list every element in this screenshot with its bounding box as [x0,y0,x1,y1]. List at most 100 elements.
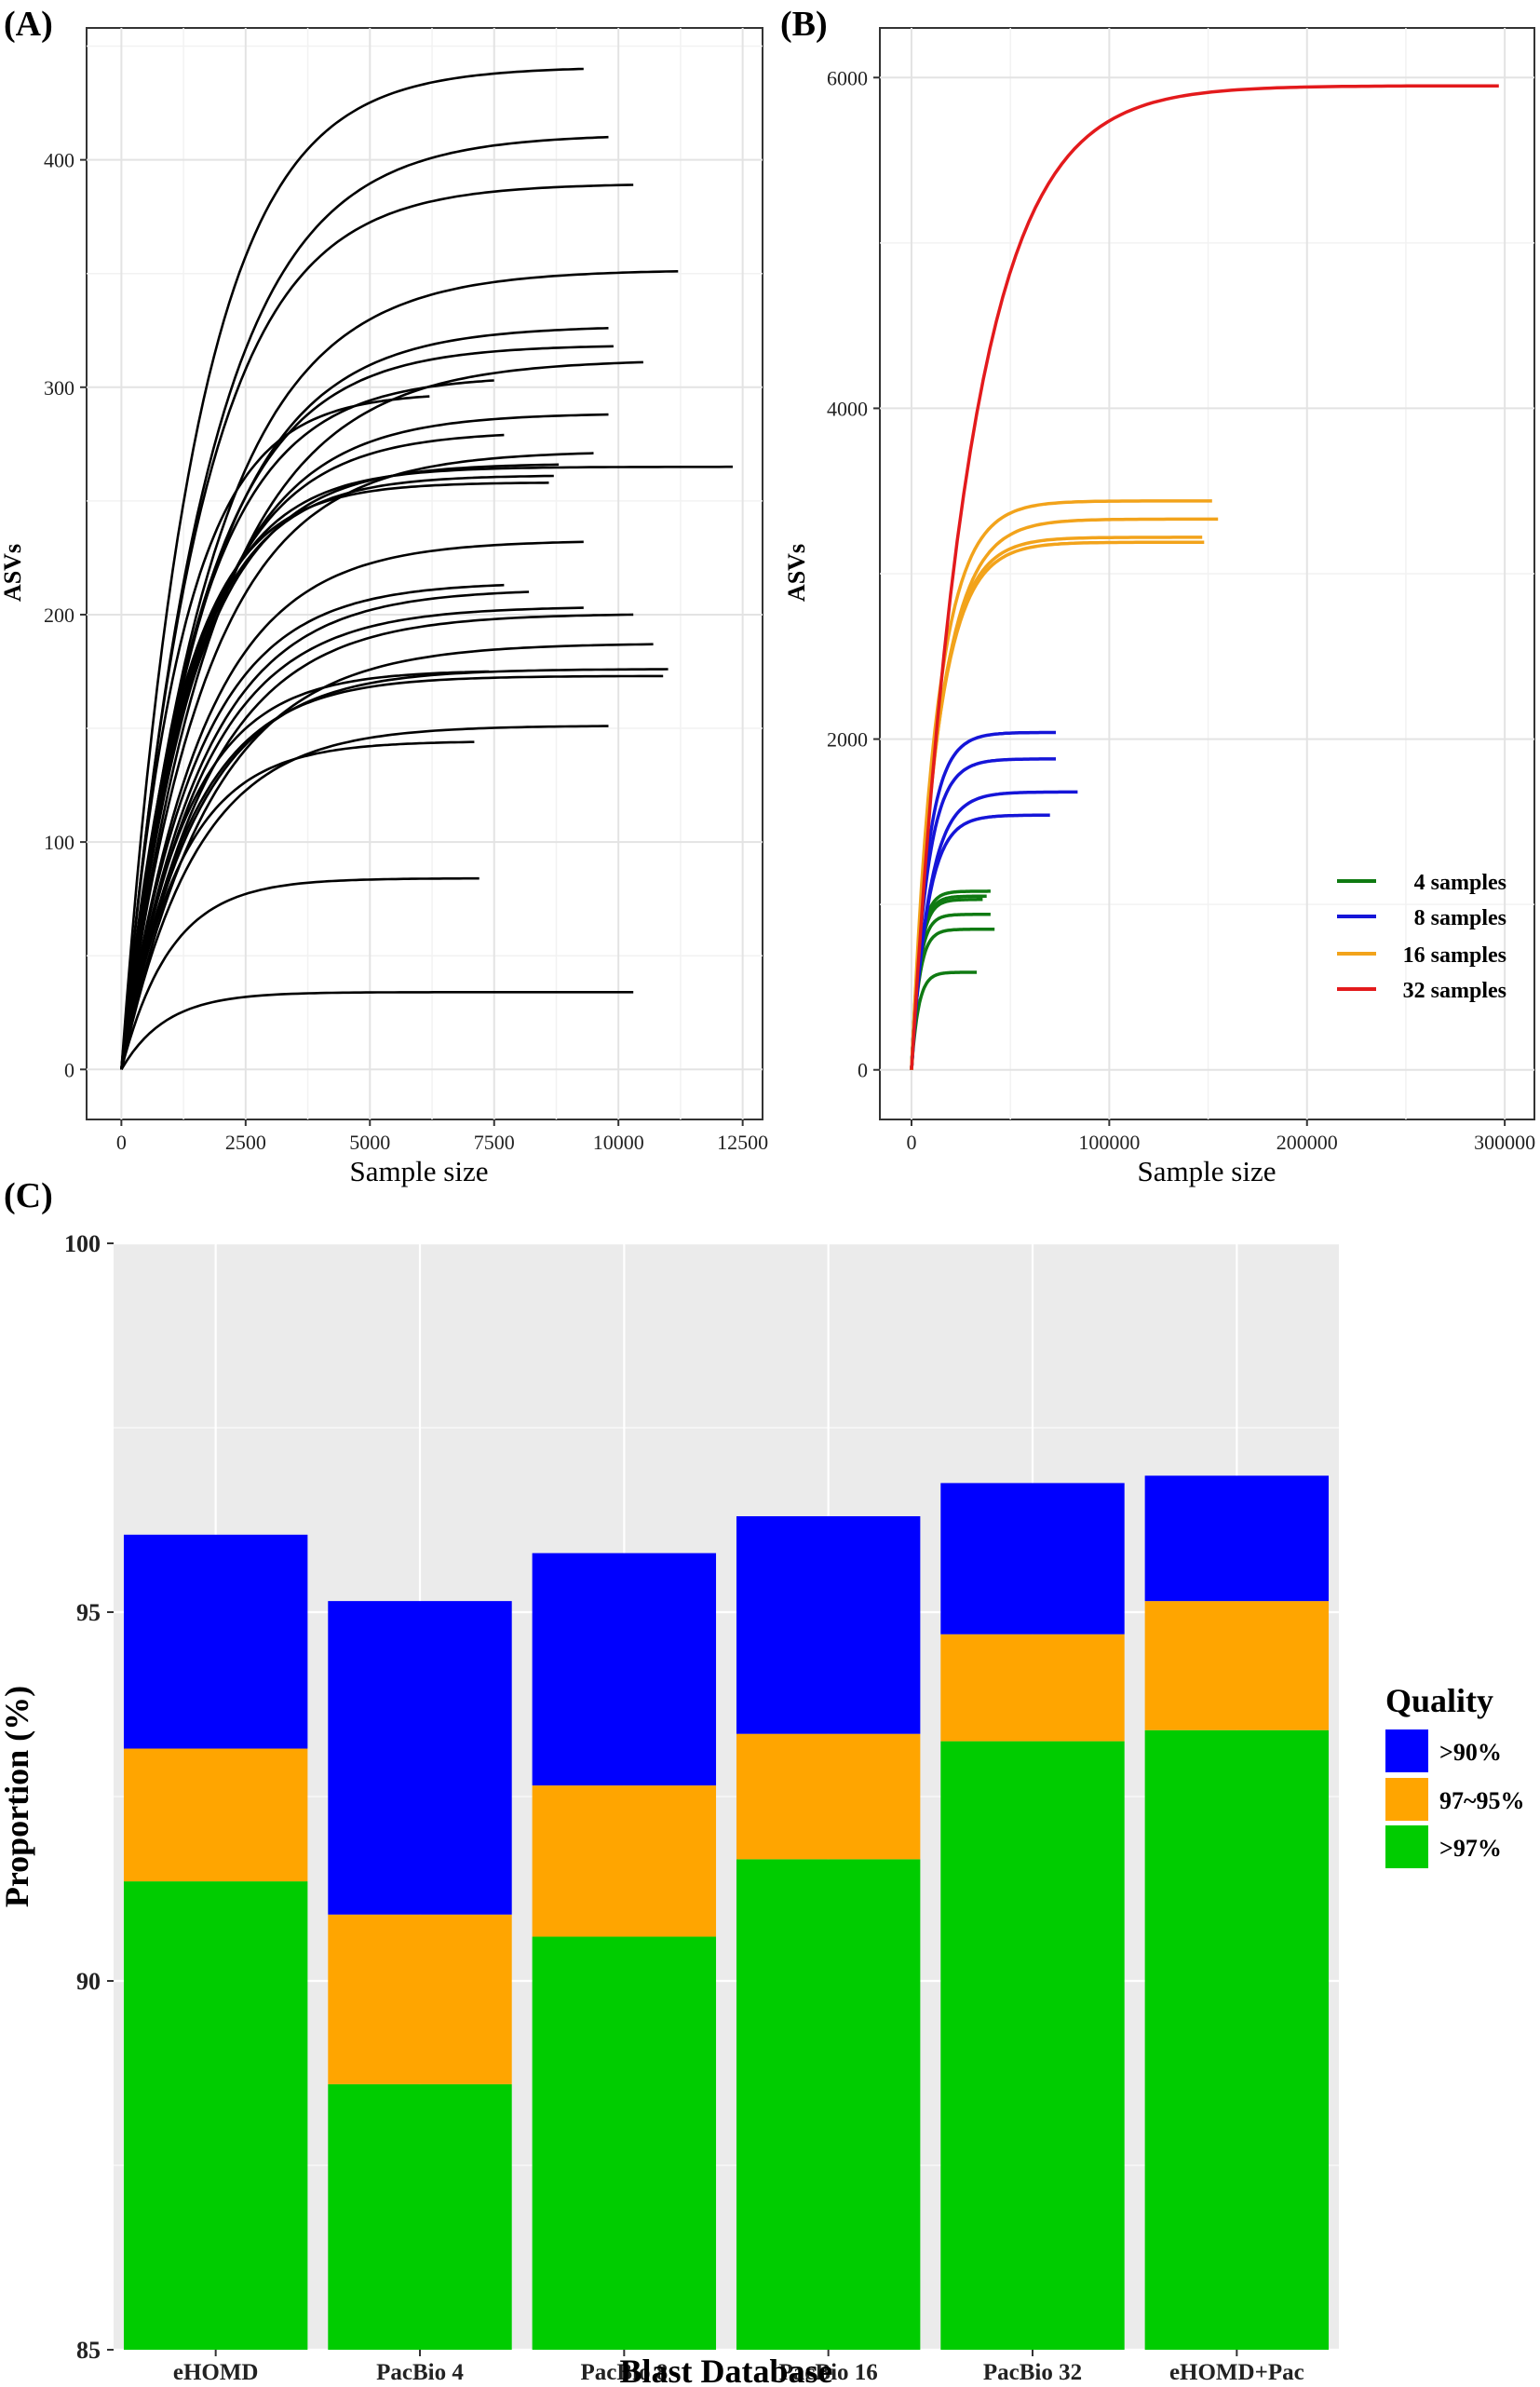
bar-segment-pacbio-8 [532,1936,717,2350]
legend-label-above-97: >97% [1439,1835,1502,1862]
bar-segment-pacbio-32 [940,1483,1125,1634]
y-tick-label-b: 0 [858,1059,868,1082]
y-tick-label-a: 200 [44,604,74,627]
rarefaction-curve-a [120,876,480,1070]
x-tick-label-a: 7500 [474,1131,515,1154]
rarefaction-curve-4-samples [910,970,978,1070]
legend-label-16-samples: 16 samples [1403,943,1506,968]
y-tick-label-c: 95 [76,1599,101,1626]
x-tick-label-c: PacBio 16 [779,2360,878,2385]
y-tick-label-a: 100 [44,831,74,854]
x-tick-label-b: 0 [906,1131,916,1154]
y-axis-label-a: ASVs [0,544,26,602]
rarefaction-curve-a [120,740,475,1070]
x-tick-label-b: 200000 [1277,1131,1338,1154]
rarefaction-curve-a [120,606,584,1070]
bar-segment-pacbio-32 [940,1741,1125,2350]
rarefaction-curve-a [120,590,530,1070]
x-tick-label-c: PacBio 4 [376,2360,464,2385]
rarefaction-chart-b: 0 100000 200000 300000 0 2000 4000 6000 4 sampl… [783,27,1535,1187]
axis-ticks-b: 0 100000 200000 300000 0 2000 4000 6000 [827,66,1535,1154]
x-axis-label-b: Sample size [1138,1155,1277,1187]
bar-segment-ehomd [123,1534,308,1749]
rarefaction-curve-a [120,270,679,1070]
bar-segment-pacbio-32 [940,1634,1125,1742]
rarefaction-curve-16-samples [910,499,1212,1070]
bar-segment-pacbio-4 [328,1601,512,1915]
y-tick-label-c: 100 [64,1230,101,1257]
x-tick-label-c: PacBio 32 [983,2360,1082,2385]
rarefaction-curve-a [120,474,554,1070]
axis-ticks-a: 0 2500 5000 7500 10000 12500 0 100 200 300 400 [44,149,768,1154]
bars-c [123,1475,1330,2350]
bar-segment-ehomd-pac [1144,1601,1330,1730]
rarefaction-curve-8-samples [910,730,1056,1070]
legend-b: 4 samples 8 samples 16 samples 32 sample… [1337,871,1506,1003]
x-tick-label-b: 300000 [1474,1131,1535,1154]
legend-label-97-95: 97~95% [1439,1787,1525,1814]
rarefaction-curve-a [120,395,430,1070]
rarefaction-curve-a [120,583,505,1070]
rarefaction-curve-a [120,991,634,1070]
rarefaction-chart-a: 0 2500 5000 7500 10000 12500 0 100 200 300 400 Sam… [0,27,768,1187]
bar-segment-pacbio-4 [328,1914,512,2084]
legend-label-above-90: >90% [1439,1739,1502,1766]
y-axis-label-c: Proportion (%) [0,1686,35,1907]
y-tick-label-a: 300 [44,376,74,400]
rarefaction-curve-a [120,670,490,1070]
rarefaction-curve-a [120,643,654,1070]
stacked-bar-chart-c: eHOMD PacBio 4 PacBio 8 PacBio 16 PacBio 32 e… [0,1230,1525,2387]
panel-label-c: (C) [4,1176,53,1215]
legend-swatch-above-97 [1385,1825,1428,1868]
curves-a [120,67,733,1070]
axis-ticks-c: eHOMD PacBio 4 PacBio 8 PacBio 16 PacBio 32 e… [64,1230,1304,2385]
rarefaction-curve-a [120,183,634,1070]
rarefaction-curve-a [120,674,664,1070]
rarefaction-curve-a [120,379,494,1070]
legend-swatch-above-90 [1385,1729,1428,1772]
rarefaction-curve-8-samples [910,757,1056,1070]
rarefaction-curve-a [120,725,609,1070]
rarefaction-curve-a [120,463,560,1070]
rarefaction-curve-a [120,452,594,1070]
y-tick-label-b: 6000 [827,66,868,89]
legend-label-8-samples: 8 samples [1414,906,1506,930]
rarefaction-curve-4-samples [910,928,995,1070]
rarefaction-curve-4-samples [910,913,991,1070]
rarefaction-curve-16-samples [910,540,1205,1070]
bar-segment-ehomd-pac [1144,1475,1330,1602]
legend-label-32-samples: 32 samples [1403,979,1506,1003]
bar-segment-ehomd [123,1748,308,1882]
bar-segment-pacbio-8 [532,1553,717,1786]
bar-segment-ehomd [123,1881,308,2350]
x-tick-label-a: 0 [116,1131,127,1154]
x-tick-label-a: 12500 [717,1131,768,1154]
y-tick-label-a: 400 [44,149,74,172]
legend-c: Quality >90% 97~95% >97% [1385,1682,1525,1868]
bar-segment-pacbio-16 [736,1733,921,1860]
rarefaction-curve-a [120,668,669,1070]
x-axis-label-c: Blast Database [619,2353,832,2387]
bar-segment-pacbio-4 [328,2083,512,2350]
legend-swatch-97-95 [1385,1778,1428,1821]
grid-a [87,28,763,1119]
y-tick-label-b: 2000 [827,728,868,752]
legend-title-c: Quality [1385,1682,1493,1719]
bar-segment-ehomd-pac [1144,1729,1330,2350]
legend-label-4-samples: 4 samples [1414,871,1506,895]
rarefaction-curve-a [120,540,584,1070]
rarefaction-curve-a [120,481,549,1070]
y-tick-label-b: 4000 [827,397,868,420]
rarefaction-curve-8-samples [910,813,1050,1070]
rarefaction-curve-a [120,67,584,1070]
x-tick-label-c: eHOMD+Pac [1169,2360,1304,2385]
bar-segment-pacbio-16 [736,1859,921,2350]
curves-b [910,84,1499,1070]
y-tick-label-c: 90 [76,1968,101,1995]
x-axis-label-a: Sample size [350,1155,489,1187]
panel-label-a: (A) [4,5,53,44]
x-tick-label-c: PacBio 8 [580,2360,668,2385]
x-tick-label-a: 2500 [225,1131,266,1154]
bar-segment-pacbio-16 [736,1516,921,1734]
